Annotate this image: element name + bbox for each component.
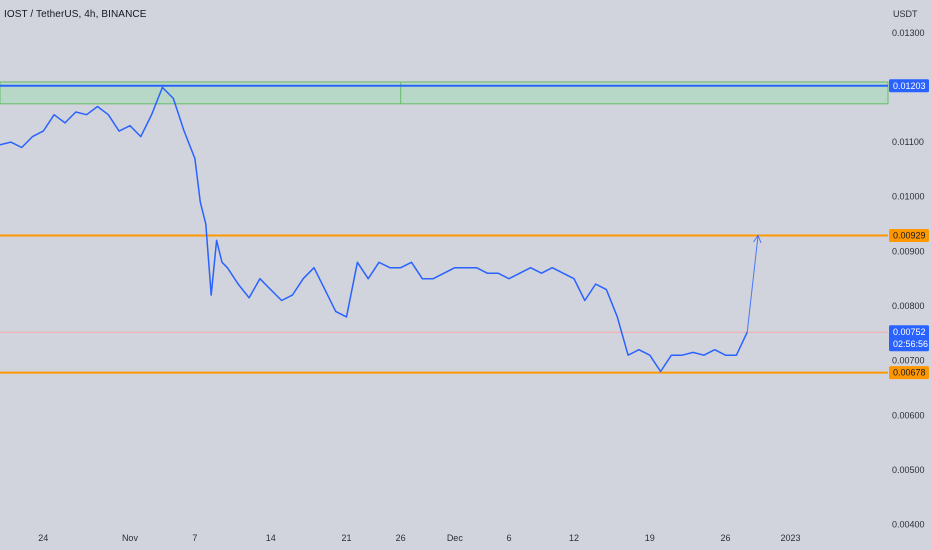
price-series-line <box>0 86 748 373</box>
y-tick-label: 0.00900 <box>892 246 925 256</box>
y-tick-label: 0.00500 <box>892 465 925 475</box>
y-tick-label: 0.00600 <box>892 410 925 420</box>
projection-arrow <box>746 235 759 333</box>
countdown-label: 02:56:56 <box>893 339 928 349</box>
support-upper-badge <box>889 228 929 242</box>
x-tick-label: 24 <box>38 533 48 543</box>
price-unit-label: USDT <box>893 9 918 19</box>
y-tick-label: 0.00700 <box>892 356 925 366</box>
last-price-badge-label: 0.00752 <box>893 327 926 337</box>
x-tick-label: Dec <box>447 533 464 543</box>
symbol-title[interactable]: IOST / TetherUS, 4h, BINANCE <box>4 9 147 20</box>
x-tick-label: 14 <box>266 533 276 543</box>
y-tick-label: 0.01100 <box>892 137 924 147</box>
x-tick-label: 19 <box>645 533 655 543</box>
x-tick-label: 6 <box>506 533 511 543</box>
x-tick-label: 2023 <box>781 533 801 543</box>
support-lower-badge-label: 0.00678 <box>893 368 926 378</box>
x-tick-label: 12 <box>569 533 579 543</box>
y-tick-label: 0.01300 <box>892 28 925 38</box>
x-tick-label: 7 <box>192 533 197 543</box>
x-tick-label: 21 <box>342 533 352 543</box>
resistance-badge <box>889 79 929 93</box>
y-tick-label: 0.00400 <box>892 520 925 530</box>
resistance-badge-label: 0.01203 <box>893 81 926 91</box>
projection-arrowhead <box>753 234 762 244</box>
y-tick-label: 0.00800 <box>892 301 925 311</box>
last-price-badge <box>889 325 929 352</box>
support-upper-badge-label: 0.00929 <box>893 230 926 240</box>
x-tick-label: 26 <box>396 533 406 543</box>
resistance-zone <box>0 81 889 105</box>
y-tick-label: 0.01000 <box>892 192 925 202</box>
x-tick-label: 26 <box>721 533 731 543</box>
support-lower-badge <box>889 366 929 380</box>
x-tick-label: Nov <box>122 533 139 543</box>
